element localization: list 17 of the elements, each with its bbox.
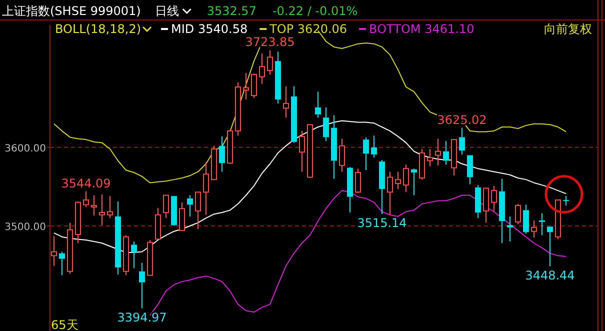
legend-title: BOLL(18,18,2) (55, 22, 142, 36)
text: 3532.57 (206, 4, 256, 18)
annotation: 3394.97 (117, 310, 167, 324)
text: 日线 (154, 4, 179, 18)
chart-title: 上证指数(SHSE 999001) (2, 4, 141, 18)
text: -0.22 / -0.01% (272, 4, 358, 18)
legend-label: MID 3540.58 (171, 22, 248, 36)
annotation: 3515.14 (357, 216, 407, 230)
annotation: 3448.44 (525, 268, 575, 282)
annotation: 65天 (51, 318, 78, 331)
legend-label: BOTTOM 3461.10 (369, 22, 474, 36)
annotation: 3723.85 (245, 35, 295, 50)
annotation: 向前复权 (544, 22, 592, 36)
legend-label: TOP 3620.06 (268, 22, 348, 36)
y-tick-label: 3500.00 (4, 222, 46, 233)
y-tick-label: 3600.00 (4, 143, 46, 154)
annotation: 3544.09 (61, 176, 111, 190)
